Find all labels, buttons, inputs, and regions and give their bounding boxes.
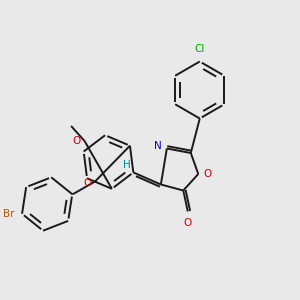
Text: O: O (83, 178, 92, 188)
Text: O: O (184, 218, 192, 227)
Text: Br: Br (3, 209, 15, 219)
Text: O: O (73, 136, 81, 146)
Text: Cl: Cl (195, 44, 205, 54)
Text: O: O (204, 169, 212, 179)
Text: N: N (154, 141, 161, 151)
Text: H: H (123, 160, 130, 170)
